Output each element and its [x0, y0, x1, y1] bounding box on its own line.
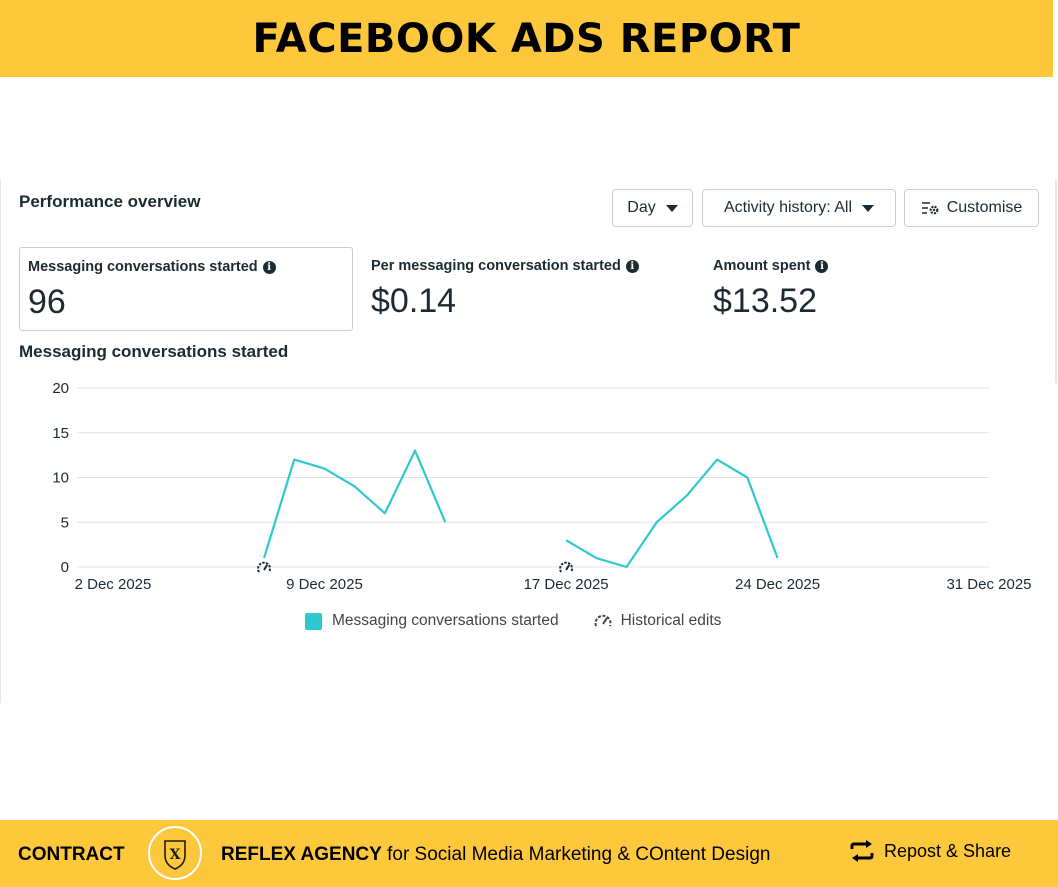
agency-name: REFLEX AGENCY [221, 844, 382, 865]
y-tick-label: 0 [61, 559, 69, 576]
report-title: FACEBOOK ADS REPORT [252, 15, 801, 62]
metric-card-conversations[interactable]: Messaging conversations started i 96 [19, 247, 353, 331]
repost-share-button[interactable]: Repost & Share [848, 840, 1011, 862]
info-icon[interactable]: i [815, 259, 829, 273]
activity-history-label: Activity history: All [723, 199, 853, 216]
metric-value: $13.52 [713, 282, 817, 320]
metric-label-wrapper: Per messaging conversation started i [371, 258, 639, 274]
agency-tagline: REFLEX AGENCY for Social Media Marketing… [221, 844, 770, 866]
y-tick-label: 10 [52, 470, 69, 487]
conversations-line-chart: 0 5 10 15 20 2 Dec 2025 9 Dec 2025 17 Dec 2025 2… [52, 380, 1031, 593]
metric-label: Messaging conversations started [28, 259, 258, 275]
panel-scrollbar[interactable] [1055, 180, 1057, 383]
x-tick-label: 2 Dec 2025 [75, 576, 152, 593]
metric-card-amount-spent[interactable]: Amount spent i $13.52 [705, 247, 1005, 331]
metric-label-wrapper: Messaging conversations started i [28, 259, 276, 275]
x-tick-label: 31 Dec 2025 [946, 576, 1031, 593]
x-tick-label: 24 Dec 2025 [735, 576, 820, 593]
customise-settings-icon [921, 202, 939, 215]
chart-title: Messaging conversations started [19, 342, 289, 361]
historical-edit-marker-icon[interactable] [559, 561, 574, 573]
metric-value: $0.14 [371, 282, 457, 320]
repost-label: Repost & Share [884, 840, 1012, 861]
day-dropdown-label: Day [627, 199, 656, 216]
chart-legend: Messaging conversations started Historic… [305, 612, 721, 630]
customise-button[interactable]: Customise [904, 189, 1039, 227]
metric-card-cost-per-conversation[interactable]: Per messaging conversation started i $0.… [363, 247, 693, 331]
series-line [262, 449, 447, 559]
contract-label: CONTRACT [18, 844, 125, 865]
metric-label: Per messaging conversation started [371, 258, 621, 274]
x-tick-label: 17 Dec 2025 [524, 576, 609, 593]
y-tick-label: 5 [61, 514, 69, 531]
info-icon[interactable]: i [625, 259, 639, 273]
series-line [565, 458, 779, 569]
shield-logo-icon: X [164, 840, 186, 870]
agency-logo: X [148, 826, 202, 880]
logo-letter: X [170, 847, 181, 863]
info-icon[interactable]: i [262, 260, 276, 274]
metric-label: Amount spent [713, 258, 811, 274]
performance-overview-title: Performance overview [19, 192, 201, 211]
gauge-icon [594, 614, 612, 627]
x-tick-label: 9 Dec 2025 [286, 576, 363, 593]
activity-history-dropdown[interactable]: Activity history: All [702, 189, 896, 227]
caret-down-icon [862, 204, 875, 212]
repost-icon [850, 840, 874, 862]
legend-historical-edits[interactable]: Historical edits [593, 612, 722, 630]
day-dropdown[interactable]: Day [612, 189, 693, 227]
metric-label-wrapper: Amount spent i [713, 258, 829, 274]
customise-label: Customise [946, 199, 1023, 216]
report-header: FACEBOOK ADS REPORT [0, 0, 1053, 77]
legend-historical-edits-label: Historical edits [620, 612, 722, 629]
legend-series-label[interactable]: Messaging conversations started [332, 612, 559, 629]
panel-border-left [0, 180, 1, 703]
caret-down-icon [665, 204, 678, 212]
legend-series-swatch[interactable] [305, 612, 322, 630]
y-tick-label: 15 [52, 425, 69, 442]
y-tick-label: 20 [52, 380, 69, 397]
metric-value: 96 [28, 283, 66, 321]
historical-edit-marker-icon[interactable] [257, 561, 272, 573]
agency-description: for Social Media Marketing & COntent Des… [381, 844, 771, 865]
